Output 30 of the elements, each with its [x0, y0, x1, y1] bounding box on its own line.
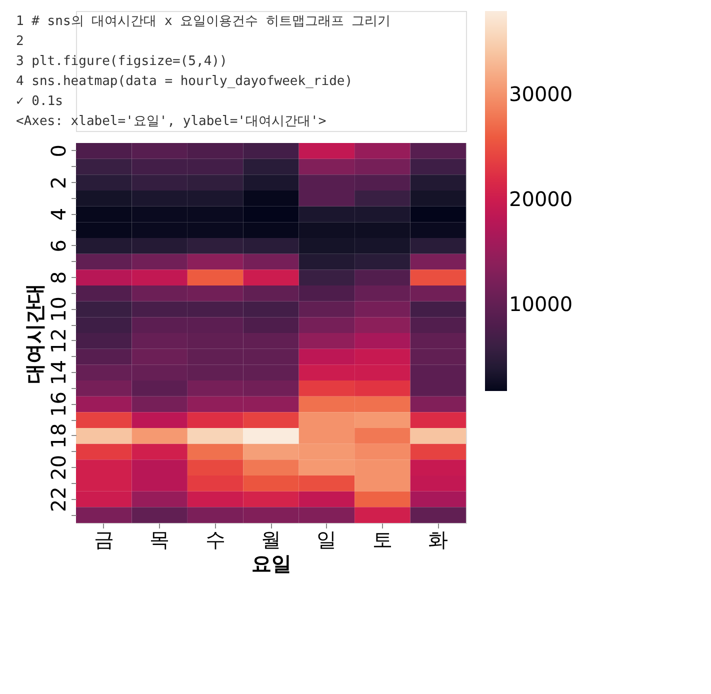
x-tick-label: 화 [428, 528, 448, 552]
y-tick-label: 16 [46, 392, 70, 417]
x-tick-label: 목 [150, 528, 170, 552]
y-tick-label: 6 [46, 240, 70, 252]
y-tick-label: 14 [46, 360, 70, 386]
color-bar-label: 20000 [509, 186, 573, 211]
x-tick-label: 토 [372, 528, 392, 552]
y-tick-label: 12 [46, 328, 70, 354]
x-axis-title: 요일 [252, 552, 292, 576]
text: <Axes: xlabel='요일', ylabel='대여시간대'> [16, 114, 326, 129]
text: 4 sns.heatmap(data = hourly_dayofweek_ride) [16, 74, 353, 89]
text: 1 # sns의 대여시간대 x 요일이용건수 히트맵그래프 그리기 [16, 14, 391, 29]
y-tick-label: 18 [46, 423, 70, 449]
y-tick-label: 20 [46, 454, 70, 480]
y-tick-label: 0 [46, 144, 70, 158]
y-axis-title: 대여시간대 [22, 284, 46, 384]
x-tick-label: 수 [205, 528, 226, 552]
y-tick-label: 4 [46, 208, 70, 221]
y-tick-label: 22 [46, 486, 70, 512]
color-bar-label: 10000 [509, 292, 573, 316]
y-tick-label: 10 [46, 296, 70, 322]
y-tick-label: 2 [46, 176, 70, 189]
text: ✓ 0.1s [16, 94, 63, 109]
y-tick-label: 8 [46, 271, 70, 284]
x-tick-label: 일 [316, 528, 337, 552]
x-tick-label: 금 [94, 528, 114, 552]
text: 2 [16, 34, 24, 49]
color-bar-label: 30000 [509, 82, 573, 106]
text: 3 plt.figure(figsize=(5,4)) [16, 54, 228, 69]
x-tick-label: 월 [261, 528, 281, 552]
